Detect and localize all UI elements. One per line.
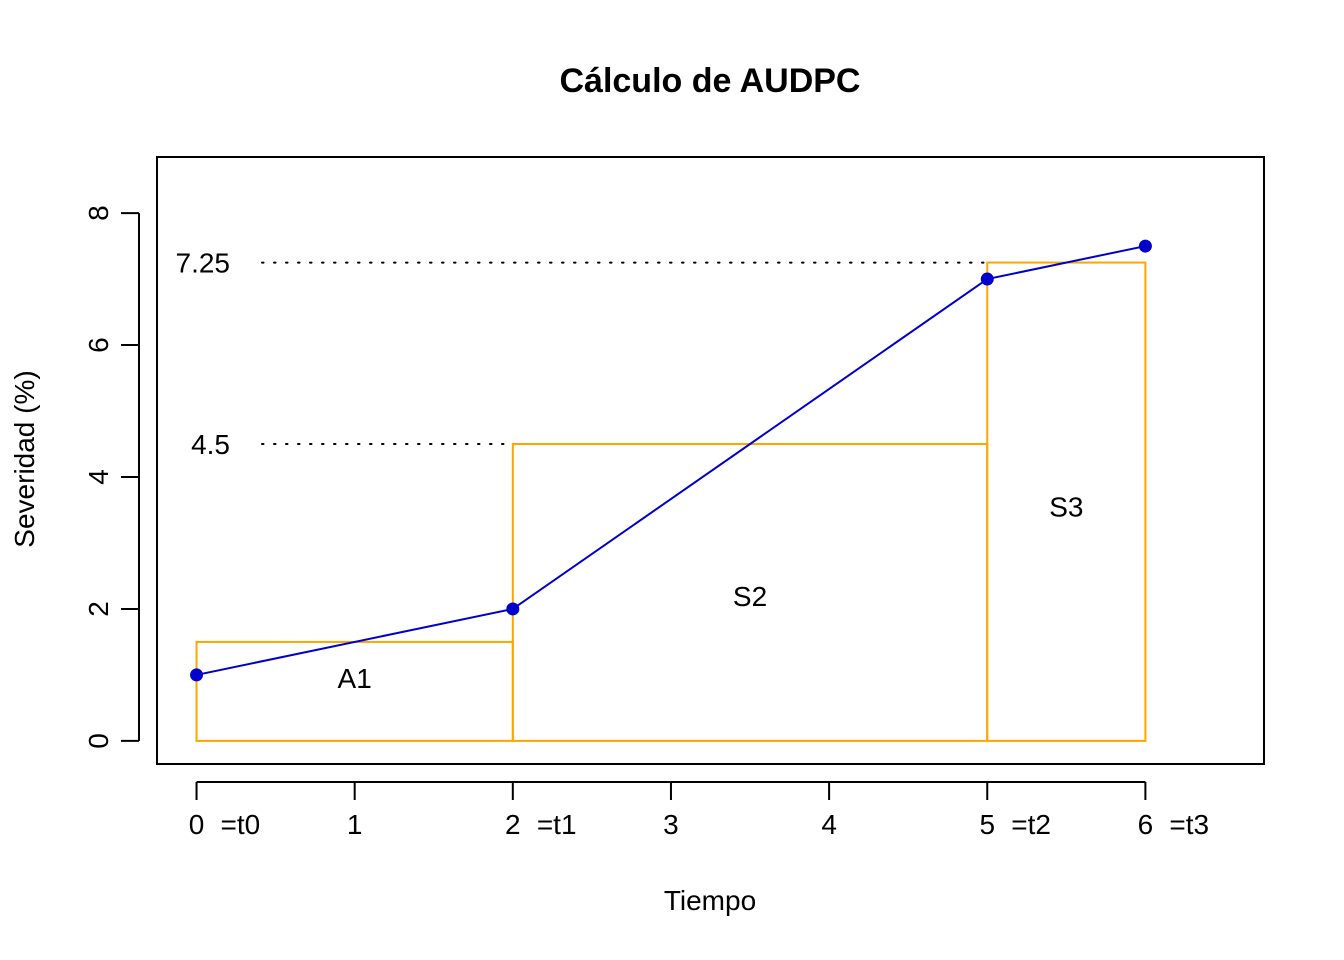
rect-label-s2: S2 [733, 581, 767, 612]
y-tick-label-8: 8 [83, 205, 114, 221]
x-axis-label: Tiempo [664, 885, 756, 916]
series-line-0 [196, 245, 1146, 676]
data-point-0-1 [506, 602, 520, 616]
chart-title: Cálculo de AUDPC [559, 62, 860, 100]
time-marker-t2: =t2 [1011, 809, 1051, 840]
reference-label-0: 4.5 [191, 429, 230, 460]
time-marker-t3: =t3 [1169, 809, 1209, 840]
plot-area: 0 1 2 3 4 5 6 =t0 =t1 =t2 =t3 0 2 4 6 8 4.5 7.25 A1 S2 S3 [83, 156, 1265, 840]
data-point-0-3 [1138, 239, 1152, 253]
y-tick-label-0: 0 [83, 733, 114, 749]
y-tick-label-6: 6 [83, 337, 114, 353]
plot-frame [156, 156, 1265, 765]
y-axis-label: Severidad (%) [9, 370, 40, 547]
reference-label-1: 7.25 [176, 248, 231, 279]
x-tick-label-1: 1 [347, 809, 363, 840]
y-tick-label-2: 2 [83, 601, 114, 617]
x-tick-label-3: 3 [663, 809, 679, 840]
y-tick-label-4: 4 [83, 469, 114, 485]
data-point-0-0 [190, 668, 204, 682]
x-tick-label-2: 2 [505, 809, 521, 840]
data-point-0-2 [980, 272, 994, 286]
time-marker-t1: =t1 [537, 809, 577, 840]
x-tick-label-4: 4 [821, 809, 837, 840]
rect-label-s3: S3 [1049, 492, 1083, 523]
rect-label-a1: A1 [338, 663, 372, 694]
x-tick-label-0: 0 [189, 809, 205, 840]
x-tick-label-5: 5 [979, 809, 995, 840]
x-tick-label-6: 6 [1138, 809, 1154, 840]
time-marker-t0: =t0 [221, 809, 261, 840]
